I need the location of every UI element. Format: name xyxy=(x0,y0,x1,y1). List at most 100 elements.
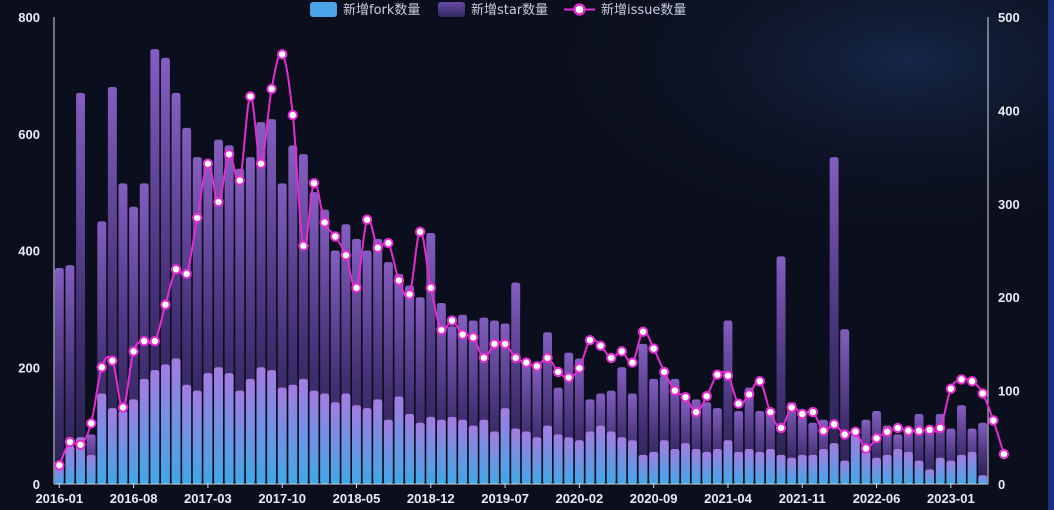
issue-point xyxy=(521,357,532,368)
x-tick-label: 2017-03 xyxy=(184,491,232,506)
fork-bar xyxy=(129,399,139,484)
fork-bar xyxy=(97,393,107,484)
issue-point xyxy=(287,109,299,121)
issue-point xyxy=(266,83,277,95)
x-tick-label: 2018-05 xyxy=(333,491,381,506)
fork-bar xyxy=(712,448,722,484)
issue-point xyxy=(881,426,893,437)
y-left-tick-label: 0 xyxy=(33,477,40,492)
y-right-tick-label: 500 xyxy=(998,10,1020,25)
issue-point xyxy=(75,439,86,450)
fork-bar xyxy=(702,451,712,484)
legend-marker xyxy=(573,3,586,16)
issue-point xyxy=(117,402,129,413)
issue-point xyxy=(213,196,224,208)
fork-bar xyxy=(755,451,765,484)
fork-bar xyxy=(320,393,330,484)
fork-bar xyxy=(288,384,298,484)
issue-point xyxy=(563,372,574,383)
y-left-tick-label: 200 xyxy=(18,360,40,375)
fork-bar xyxy=(383,419,393,484)
legend-label: 新增issue数量 xyxy=(601,2,686,18)
fork-bar xyxy=(797,454,807,484)
fork-bar xyxy=(405,413,415,484)
issue-point xyxy=(828,419,840,430)
x-tick-label: 2023-01 xyxy=(927,491,975,506)
y-right-tick-label: 100 xyxy=(998,384,1020,399)
y-right-tick-label: 200 xyxy=(998,290,1020,305)
issue-point xyxy=(584,334,596,346)
issue-point xyxy=(383,237,394,249)
issue-point xyxy=(775,422,787,434)
legend-swatch xyxy=(438,2,465,17)
issue-point xyxy=(935,422,946,434)
fork-bar xyxy=(638,454,648,484)
legend-item[interactable]: 新增issue数量 xyxy=(564,2,686,18)
fork-bar xyxy=(596,425,606,484)
fork-bar xyxy=(617,437,627,484)
issue-point xyxy=(754,376,766,387)
legend-item[interactable]: 新增fork数量 xyxy=(310,2,420,18)
issue-line xyxy=(54,49,1010,471)
star-bar xyxy=(829,157,839,484)
issue-point xyxy=(669,385,681,396)
issue-point xyxy=(839,429,850,440)
fork-bar xyxy=(309,390,319,484)
issue-point xyxy=(722,370,734,381)
issue-point xyxy=(595,340,606,351)
fork-bar xyxy=(946,460,956,484)
issue-point xyxy=(574,362,585,374)
issue-point xyxy=(924,424,935,436)
fork-bar xyxy=(521,431,531,484)
fork-bar xyxy=(500,408,510,484)
issue-point xyxy=(351,282,362,294)
fork-bar xyxy=(150,370,160,484)
issue-point xyxy=(234,175,245,186)
issue-point xyxy=(160,299,171,310)
fork-bar xyxy=(808,454,818,484)
legend[interactable]: 新增fork数量 新增star数量 新增issue数量 xyxy=(310,2,686,18)
fork-bar xyxy=(511,428,521,484)
fork-bar xyxy=(54,466,64,484)
issue-point xyxy=(446,315,458,326)
y-left-tick-label: 800 xyxy=(18,10,40,25)
fork-bar xyxy=(787,457,797,484)
issue-point xyxy=(457,329,468,340)
fork-bar xyxy=(734,451,744,484)
fork-bar xyxy=(352,405,361,484)
issue-point xyxy=(361,214,373,225)
issue-point xyxy=(308,178,320,189)
fork-bar xyxy=(214,367,223,484)
fork-bar xyxy=(564,437,574,484)
right-edge-strip xyxy=(1048,0,1054,510)
issue-point xyxy=(149,335,161,347)
fork-bar xyxy=(681,443,690,484)
issue-point xyxy=(860,443,872,454)
fork-bar xyxy=(171,358,181,484)
fork-bar xyxy=(426,416,436,484)
fork-bar xyxy=(903,451,913,484)
fork-bar xyxy=(107,408,117,484)
x-tick-label: 2016-01 xyxy=(35,491,83,506)
fork-bar xyxy=(553,434,563,484)
fork-bar xyxy=(776,454,786,484)
x-tick-label: 2018-12 xyxy=(407,491,455,506)
legend-label: 新增star数量 xyxy=(471,2,548,18)
issue-point xyxy=(139,335,150,347)
fork-bar xyxy=(256,367,266,484)
legend-item[interactable]: 新增star数量 xyxy=(438,2,548,18)
issue-point xyxy=(531,361,543,372)
fork-bar xyxy=(394,396,404,484)
issue-point xyxy=(202,158,214,169)
fork-bar xyxy=(458,419,468,484)
star-bar xyxy=(776,256,786,484)
issue-point xyxy=(913,425,925,436)
fork-bar xyxy=(957,454,966,484)
issue-point xyxy=(637,326,649,337)
issue-point xyxy=(733,398,744,409)
issue-point xyxy=(223,149,235,160)
fork-bar xyxy=(65,446,75,484)
fork-bar xyxy=(224,373,234,484)
